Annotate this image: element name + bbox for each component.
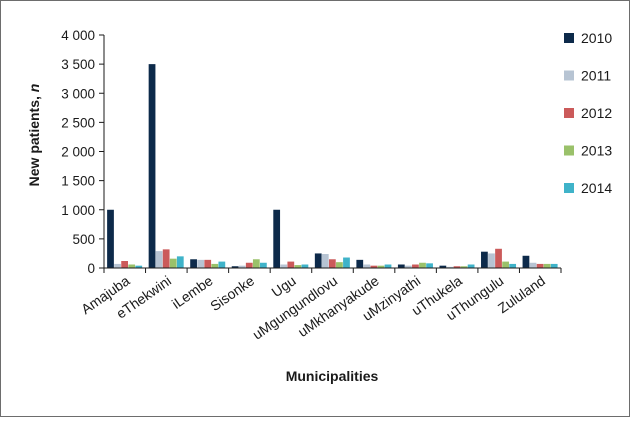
bar-2011 xyxy=(363,264,371,268)
bar-2010 xyxy=(190,259,197,268)
bar-2013 xyxy=(211,263,219,268)
y-tick-label: 500 xyxy=(72,232,95,247)
bar-2010 xyxy=(522,255,530,268)
legend-swatch xyxy=(564,70,574,81)
y-tick-label: 2 000 xyxy=(61,145,95,160)
x-tick-label: Zululand xyxy=(495,272,548,316)
bar-2010 xyxy=(397,264,405,268)
bar-2012 xyxy=(328,259,336,268)
legend: 2010 2011 2012 2013 2014 xyxy=(564,30,612,196)
bar-2011 xyxy=(404,265,412,268)
bar-2011 xyxy=(488,253,495,268)
bar-2010 xyxy=(148,64,156,268)
bar-2012 xyxy=(370,265,378,268)
legend-label: 2012 xyxy=(581,105,612,121)
bar-2014 xyxy=(218,261,226,268)
bar-2013 xyxy=(543,263,551,268)
bar-2011 xyxy=(446,266,454,268)
y-tick-label: 3 500 xyxy=(61,57,95,72)
y-axis: 0 500 1 000 1 500 2 000 2 500 3 000 3 500 4 000 xyxy=(61,28,105,276)
bar-2010 xyxy=(107,209,114,268)
x-tick-label: Sisonke xyxy=(207,272,257,314)
bar-2014 xyxy=(384,264,392,268)
bar-2013 xyxy=(169,258,177,268)
x-axis-title: Municipalities xyxy=(286,368,379,384)
bar-2014 xyxy=(509,263,517,268)
bar-2012 xyxy=(495,248,502,268)
y-tick-label: 1 000 xyxy=(61,203,95,218)
legend-swatch xyxy=(564,33,574,43)
bar-2012 xyxy=(536,263,544,268)
y-tick-label: 3 000 xyxy=(61,86,95,101)
bar-2011 xyxy=(280,264,288,268)
bar-2013 xyxy=(502,261,509,268)
bar-2014 xyxy=(301,264,309,268)
y-tick-label: 4 000 xyxy=(61,28,95,43)
bar-2011 xyxy=(321,254,329,268)
bars xyxy=(107,64,558,268)
legend-swatch xyxy=(564,108,574,118)
bar-2014 xyxy=(426,263,433,268)
y-axis-title-text: New patients, xyxy=(26,92,42,186)
bar-2014 xyxy=(550,263,558,268)
y-axis-title-italic: n xyxy=(26,84,42,93)
bar-2013 xyxy=(377,265,385,268)
bar-2013 xyxy=(419,262,426,268)
legend-label: 2011 xyxy=(581,68,611,84)
bar-2013 xyxy=(336,262,343,268)
bar-2011 xyxy=(114,263,121,268)
legend-label: 2013 xyxy=(581,143,612,159)
bar-2012 xyxy=(412,264,419,268)
legend-swatch xyxy=(564,183,574,193)
bar-2010 xyxy=(231,266,239,268)
bar-2014 xyxy=(343,257,350,268)
x-tick-label: Ugu xyxy=(268,272,298,300)
bar-2011 xyxy=(238,265,246,268)
bar-2012 xyxy=(245,262,253,268)
bar-2012 xyxy=(453,266,461,268)
bar-2013 xyxy=(294,265,302,268)
bar-2013 xyxy=(460,266,468,268)
bar-2014 xyxy=(260,262,267,268)
bar-2010 xyxy=(439,265,447,268)
bar-2012 xyxy=(287,261,295,268)
bar-2013 xyxy=(252,259,260,268)
x-tick-label: iLembe xyxy=(169,272,216,312)
bar-2013 xyxy=(128,264,136,268)
legend-swatch xyxy=(564,145,574,156)
legend-label: 2010 xyxy=(581,30,612,46)
bar-2011 xyxy=(529,262,537,268)
bar-2014 xyxy=(176,256,184,268)
y-axis-title: New patients, n xyxy=(26,84,42,187)
bar-2010 xyxy=(273,209,281,268)
bar-2012 xyxy=(162,249,170,268)
y-tick-label: 1 500 xyxy=(61,174,95,189)
bar-2010 xyxy=(356,259,364,268)
bar-2011 xyxy=(197,259,205,268)
y-tick-label: 0 xyxy=(87,261,95,276)
bar-2012 xyxy=(204,259,212,268)
bar-2014 xyxy=(467,264,475,268)
bar-2014 xyxy=(135,265,143,268)
legend-label: 2014 xyxy=(581,180,612,196)
bar-2012 xyxy=(121,261,129,268)
bar-2010 xyxy=(481,251,488,268)
bar-2011 xyxy=(155,251,163,268)
y-tick-label: 2 500 xyxy=(61,115,95,130)
bar-2010 xyxy=(314,253,322,268)
